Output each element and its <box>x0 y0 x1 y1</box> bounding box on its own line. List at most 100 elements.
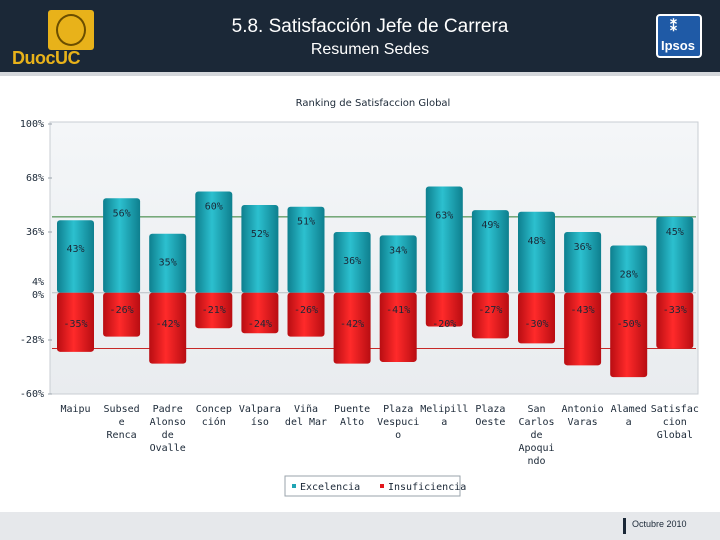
category-label: a <box>626 417 632 428</box>
category-label: cion <box>663 417 687 428</box>
data-label-excelencia: 45% <box>666 227 684 238</box>
bar-insuficiencia <box>564 292 602 366</box>
ipsos-logo: ⁑ Ipsos <box>656 14 702 58</box>
y-tick-label: -60% <box>20 389 44 400</box>
legend-label-excelencia: Excelencia <box>300 482 360 493</box>
data-label-insuficiencia: -42% <box>156 319 180 330</box>
ipsos-logo-text: Ipsos <box>661 38 695 53</box>
category-label: Concep <box>196 404 232 415</box>
data-label-insuficiencia: -42% <box>340 319 364 330</box>
bar-insuficiencia <box>57 292 94 352</box>
bar-insuficiencia <box>103 292 141 337</box>
category-label: San <box>527 404 545 415</box>
data-label-insuficiencia: -41% <box>386 305 410 316</box>
slide-title: 5.8. Satisfacción Jefe de Carrera <box>231 16 509 37</box>
bar-excelencia <box>471 210 509 293</box>
bar-insuficiencia <box>241 292 279 334</box>
data-label-excelencia: 63% <box>435 210 453 221</box>
bar-excelencia <box>287 206 325 293</box>
bar-insuficiencia <box>656 292 694 349</box>
duoc-logo: DuocUC <box>12 10 96 68</box>
data-label-insuficiencia: -30% <box>524 319 548 330</box>
data-label-insuficiencia: -35% <box>63 319 87 330</box>
category-label: Alto <box>340 417 364 428</box>
y-tick-label: 100% <box>20 119 44 130</box>
data-label-insuficiencia: -20% <box>432 319 456 330</box>
data-label-excelencia: 60% <box>205 202 223 213</box>
data-label-excelencia: 48% <box>527 236 545 247</box>
data-label-excelencia: 51% <box>297 217 315 228</box>
bar-excelencia <box>425 186 463 293</box>
bar-excelencia <box>656 216 694 293</box>
data-label-insuficiencia: -27% <box>478 305 502 316</box>
category-label: Plaza <box>475 404 505 415</box>
data-label-insuficiencia: -50% <box>617 319 641 330</box>
category-label: Renca <box>107 430 137 441</box>
category-label: Satisfac <box>651 404 699 415</box>
category-label: Apoqui <box>518 443 554 454</box>
category-label: Melipill <box>420 404 468 415</box>
bar-excelencia <box>195 191 233 293</box>
data-label-insuficiencia: -21% <box>202 305 226 316</box>
category-label: Viña <box>294 404 318 415</box>
data-label-excelencia: 36% <box>343 256 361 267</box>
y-tick-label: 36% <box>26 227 44 238</box>
category-label: Plaza <box>383 404 413 415</box>
crest-icon <box>48 10 94 50</box>
bar-excelencia <box>241 205 279 293</box>
category-label: Alamed <box>611 404 647 415</box>
data-label-excelencia: 49% <box>481 220 499 231</box>
data-label-excelencia: 28% <box>620 270 638 281</box>
category-label: Puente <box>334 404 370 415</box>
header-bar: DuocUC 5.8. Satisfacción Jefe de Carrera… <box>0 0 720 76</box>
bar-insuficiencia <box>425 292 463 327</box>
data-label-insuficiencia: -26% <box>110 305 134 316</box>
data-label-excelencia: 35% <box>159 258 177 269</box>
data-label-excelencia: 56% <box>113 208 131 219</box>
category-label: o <box>395 430 401 441</box>
category-label: ción <box>202 416 226 428</box>
logo-text: DuocUC <box>12 48 81 68</box>
category-label: íso <box>251 416 269 428</box>
category-label: Maipu <box>60 404 90 415</box>
bar-insuficiencia <box>518 292 555 344</box>
y-tick-label: -28% <box>20 335 44 346</box>
data-label-insuficiencia: -26% <box>294 305 318 316</box>
category-label: de <box>530 430 542 441</box>
y-tick-label: 4% <box>32 277 44 288</box>
footer-bar <box>0 512 720 540</box>
category-label: Antonio <box>562 404 604 415</box>
bar-excelencia <box>610 245 648 293</box>
bar-insuficiencia <box>333 292 371 364</box>
bar-insuficiencia <box>149 292 187 364</box>
category-label: ndo <box>527 456 545 467</box>
legend-box <box>284 475 461 497</box>
bar-excelencia <box>518 211 555 293</box>
category-label: Padre <box>153 404 183 415</box>
slide-subtitle: Resumen Sedes <box>310 41 430 58</box>
category-label: Varas <box>568 417 598 428</box>
bar-insuficiencia <box>610 292 648 378</box>
data-label-insuficiencia: -33% <box>663 305 687 316</box>
legend-swatch-insuficiencia <box>380 484 384 488</box>
bar-insuficiencia <box>379 292 417 362</box>
category-label: Ovalle <box>150 443 186 454</box>
data-label-insuficiencia: -43% <box>571 305 595 316</box>
bar-excelencia <box>149 233 187 293</box>
bar-excelencia <box>333 232 371 293</box>
bar-insuficiencia <box>287 292 325 337</box>
ipsos-mark-icon: ⁑ <box>670 18 677 34</box>
y-tick-label: 0% <box>32 290 44 301</box>
category-label: de <box>162 430 174 441</box>
bar-excelencia <box>103 198 141 293</box>
data-label-insuficiencia: -24% <box>248 319 272 330</box>
chart-title: Ranking de Satisfaccion Global <box>296 98 451 109</box>
data-label-excelencia: 52% <box>251 229 269 240</box>
footer-divider <box>623 518 626 534</box>
bar-excelencia <box>564 232 602 293</box>
footer-date: Octubre 2010 <box>632 519 687 529</box>
y-tick-label: 68% <box>26 173 44 184</box>
category-label: Subsed <box>104 404 140 415</box>
bar-insuficiencia <box>471 292 509 339</box>
data-label-excelencia: 36% <box>574 242 592 253</box>
